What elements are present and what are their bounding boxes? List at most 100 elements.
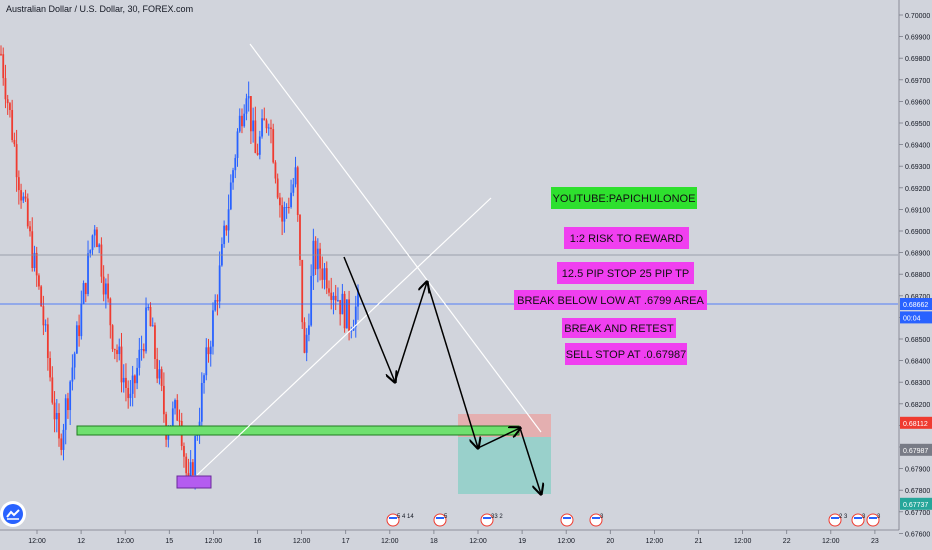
event-badge-count: 2 3 [839, 514, 848, 520]
candle-body [250, 96, 252, 132]
candle-body [247, 96, 250, 99]
time-tick-label: 21 [695, 538, 703, 545]
candle-body [270, 127, 272, 130]
candle-body [2, 54, 5, 79]
zones [76, 414, 551, 494]
candle-body [218, 265, 221, 302]
time-tick-label: 12:00 [822, 538, 840, 545]
candle-body [98, 244, 101, 248]
time-tick-label: 16 [254, 538, 262, 545]
candle-body [142, 349, 145, 352]
projection-arrow [477, 428, 520, 449]
candle-body [55, 412, 58, 420]
candle-body [294, 167, 297, 185]
candle-body [299, 215, 301, 260]
candle-body [229, 182, 232, 210]
candle-body [334, 295, 337, 301]
candle-body [178, 420, 181, 422]
tradingview-logo-icon[interactable] [3, 504, 23, 524]
candle-body [78, 325, 80, 337]
candle-body [46, 324, 49, 359]
candle-body [319, 248, 321, 269]
time-tick-label: 12:00 [734, 538, 752, 545]
candle-body [26, 198, 29, 227]
candle-body [352, 327, 355, 331]
candle-body [205, 347, 208, 376]
candle-body [328, 288, 330, 293]
event-flag-stripe [592, 517, 600, 519]
candle-body [238, 115, 241, 132]
candle-body [51, 377, 54, 403]
price-tick-label: 0.67600 [905, 531, 930, 538]
candle-body [60, 438, 63, 450]
candle-body [223, 225, 226, 245]
candle-body [147, 306, 150, 308]
candle-body [116, 350, 118, 355]
candle-body [276, 178, 279, 198]
time-tick-label: 12:00 [28, 538, 46, 545]
time-tick-label: 12:00 [293, 538, 311, 545]
candle-body [160, 369, 163, 386]
candle-body [131, 375, 134, 394]
projection-arrow [519, 427, 541, 494]
candle-series [0, 45, 359, 490]
time-tick-label: 23 [871, 538, 879, 545]
candle-body [343, 293, 346, 329]
candle-body [73, 353, 76, 368]
annotation-box [565, 343, 687, 365]
candle-body [279, 197, 281, 206]
candle-body [145, 307, 147, 352]
swing-low-marker [176, 475, 212, 489]
candle-body [67, 398, 69, 411]
candle-body [296, 167, 299, 216]
candle-body [183, 445, 185, 457]
price-label-box [900, 298, 932, 311]
candle-body [87, 253, 89, 295]
candle-body [212, 310, 214, 347]
candle-body [125, 377, 127, 388]
price-label-text: 0.68662 [903, 302, 928, 309]
candle-body [122, 377, 125, 383]
candle-body [29, 226, 31, 232]
candle-body [24, 196, 27, 199]
time-tick-label: 12:00 [469, 538, 487, 545]
candle-body [339, 300, 342, 315]
price-tick-label: 0.67800 [905, 488, 930, 495]
candle-body [171, 408, 174, 426]
projection-arrow [394, 282, 427, 383]
candle-body [140, 349, 143, 351]
candle-body [200, 382, 203, 422]
price-tick-label: 0.69800 [905, 56, 930, 63]
candle-body [236, 131, 239, 158]
candle-body [256, 152, 259, 155]
event-flag-stripe [869, 517, 877, 519]
candle-body [0, 53, 2, 55]
trend-lines [196, 43, 542, 476]
candle-body [31, 231, 34, 268]
candle-body [263, 118, 266, 121]
candle-body [214, 300, 217, 311]
resistance-trendline [249, 43, 542, 433]
candle-body [292, 184, 295, 193]
candle-body [4, 78, 7, 100]
candle-body [337, 300, 339, 302]
event-badge-count: 3 [600, 514, 604, 520]
time-tick-label: 12:00 [557, 538, 575, 545]
candle-body [40, 286, 43, 307]
candle-body [245, 98, 248, 114]
price-label-box [900, 443, 932, 456]
candle-body [258, 136, 261, 155]
event-badge-count: 5 [444, 514, 448, 520]
candle-body [58, 412, 60, 439]
price-label-text: 0.67737 [903, 502, 928, 509]
candle-body [84, 283, 87, 295]
price-tick-label: 0.67700 [905, 510, 930, 517]
candle-body [267, 127, 270, 129]
price-tick-label: 0.67900 [905, 467, 930, 474]
candle-body [176, 400, 179, 421]
chart-title: Australian Dollar / U.S. Dollar, 30, FOR… [6, 4, 194, 14]
candle-body [15, 144, 18, 178]
candle-body [64, 398, 67, 430]
